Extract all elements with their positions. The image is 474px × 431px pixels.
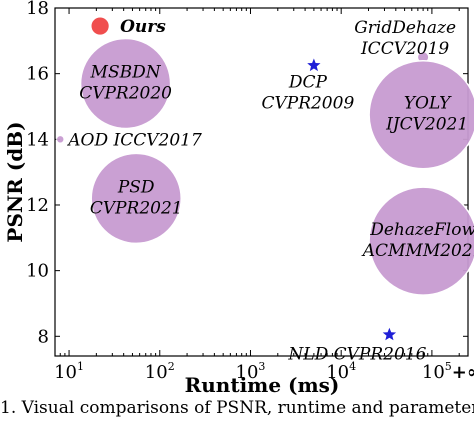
x-tick-label: 103	[236, 360, 266, 383]
annotation-line: PSD	[117, 177, 155, 197]
x-tick-base: 10	[145, 362, 168, 383]
point-annotations: Ours MSBDN CVPR2020 PSD CVPR2021 AOD ICCV2017…	[66, 17, 474, 365]
x-tick-suffix: +∞	[452, 362, 474, 383]
annotation-line: CVPR2021	[90, 198, 183, 218]
annotation-line: GridDehaze	[354, 18, 456, 38]
data-point-psd	[90, 152, 182, 245]
figure-caption: 1. Visual comparisons of PSNR, runtime a…	[0, 398, 474, 418]
x-axis-title: Runtime (ms)	[185, 373, 340, 397]
annotation-nld: NLD CVPR2016	[287, 345, 426, 365]
annotation-line: DehazeFlow	[369, 220, 474, 240]
annotation-line: AOD ICCV2017	[66, 130, 202, 150]
x-tick-label: 104	[326, 360, 356, 383]
y-tick-label: 8	[38, 326, 49, 347]
annotation-line: IJCV2021	[385, 115, 468, 135]
annotation-line: MSBDN	[90, 63, 162, 83]
annotation-ours: Ours	[120, 17, 166, 37]
annotation-aod: AOD ICCV2017	[66, 130, 202, 150]
annotation-dcp: DCP CVPR2009	[261, 72, 354, 113]
annotation-line: ACMMM2021	[361, 241, 474, 261]
y-axis-title: PSNR (dB)	[3, 121, 27, 242]
annotation-yoly: YOLY IJCV2021	[385, 94, 468, 135]
data-point-nld	[382, 327, 397, 341]
annotation-line: DCP	[288, 72, 328, 92]
x-tick-base: 10	[326, 362, 349, 383]
data-points	[56, 16, 474, 341]
annotation-line: CVPR2020	[79, 84, 172, 104]
x-tick-exponent: 4	[349, 360, 356, 373]
x-tick-label: 101	[54, 360, 84, 383]
y-tick-label: 18	[26, 0, 49, 19]
x-tick-label: 102	[145, 360, 175, 383]
y-tick-label: 10	[26, 261, 49, 282]
annotation-line: NLD CVPR2016	[287, 345, 426, 365]
annotation-msbdn: MSBDN CVPR2020	[79, 63, 172, 104]
x-tick-label: 105+∞	[422, 360, 474, 383]
x-tick-exponent: 1	[77, 360, 84, 373]
x-tick-exponent: 3	[258, 360, 265, 373]
annotation-line: Ours	[120, 17, 166, 37]
data-point-aod	[56, 135, 65, 144]
y-tick-label: 14	[26, 129, 49, 150]
data-point-msbdn	[79, 37, 172, 130]
x-tick-exponent: 5	[445, 360, 452, 373]
y-tick-label: 12	[26, 195, 49, 216]
annotation-line: CVPR2009	[261, 93, 354, 113]
x-tick-base: 10	[236, 362, 259, 383]
annotation-line: YOLY	[404, 94, 452, 114]
annotation-griddehaze: GridDehaze ICCV2019	[354, 18, 456, 59]
data-point-yoly	[368, 59, 474, 170]
annotation-line: ICCV2019	[360, 39, 449, 59]
data-point-dehazeflow	[368, 186, 474, 296]
x-tick-base: 10	[422, 362, 445, 383]
plot-frame	[54, 7, 469, 357]
x-tick-base: 10	[54, 362, 77, 383]
annotation-psd: PSD CVPR2021	[90, 177, 183, 218]
x-tick-exponent: 2	[168, 360, 175, 373]
annotation-dehazeflow: DehazeFlow ACMMM2021	[361, 220, 474, 261]
data-point-ours	[90, 16, 110, 36]
data-point-dcp	[307, 58, 321, 72]
y-tick-label: 16	[26, 64, 49, 85]
